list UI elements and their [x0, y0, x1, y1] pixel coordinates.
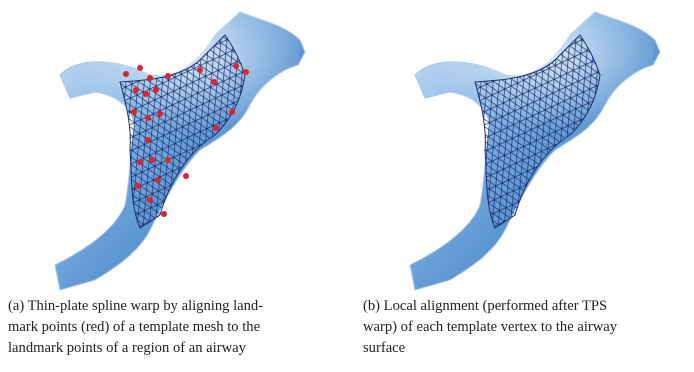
airway-mesh-image-a	[55, 12, 305, 290]
caption-line: landmark points of a region of an airway	[8, 340, 247, 356]
figure: (a) Thin-plate spline warp by aligning l…	[0, 0, 694, 372]
caption-b: (b) Local alignment (performed after TPS…	[363, 298, 618, 356]
caption-line: surface	[363, 340, 405, 356]
caption-line: warp) of each template vertex to the air…	[363, 319, 618, 335]
caption-a: (a) Thin-plate spline warp by aligning l…	[8, 298, 263, 356]
caption-line: (b) Local alignment (performed after TPS	[363, 298, 607, 314]
airway-mesh-image-b	[410, 12, 660, 290]
caption-line: (a) Thin-plate spline warp by aligning l…	[8, 298, 263, 314]
caption-line: mark points (red) of a template mesh to …	[8, 319, 260, 335]
